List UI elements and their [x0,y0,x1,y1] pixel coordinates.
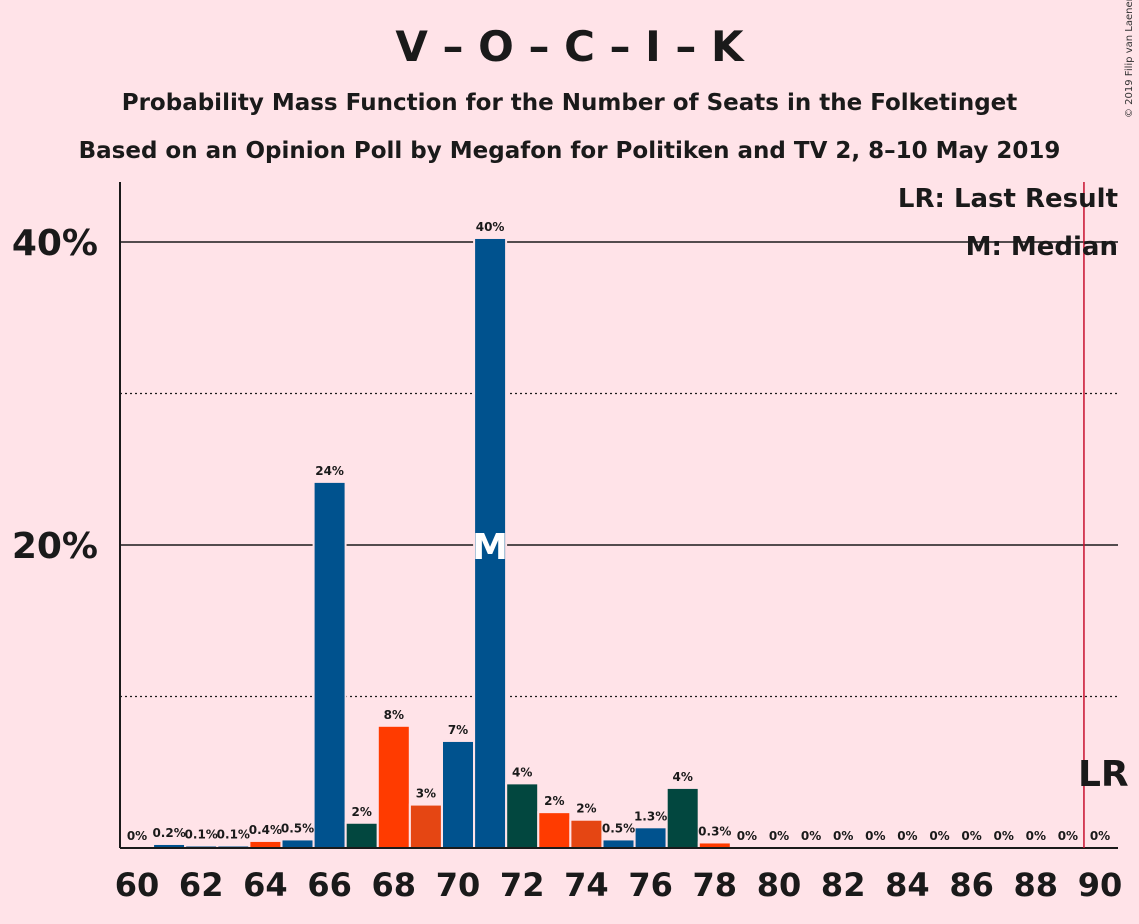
bar-69 [410,805,441,848]
chart-subtitle-line-1: Probability Mass Function for the Number… [121,90,1018,116]
data-label-83: 0% [865,829,885,843]
data-label-77: 4% [673,770,693,784]
bar-76 [635,828,666,848]
data-label-74: 2% [576,802,596,816]
data-label-61: 0.2% [152,826,185,840]
y-tick-label-20: 20% [12,526,98,567]
bars [152,236,732,849]
x-tick-label-84: 84 [885,866,930,904]
y-tick-label-40: 40% [12,223,98,264]
data-label-68: 8% [384,708,404,722]
data-label-82: 0% [833,829,853,843]
x-tick-label-64: 64 [243,866,288,904]
markers: M LR [472,182,1129,848]
data-label-87: 0% [994,829,1014,843]
x-tick-label-88: 88 [1014,866,1059,904]
data-label-69: 3% [416,787,436,801]
data-label-73: 2% [544,794,564,808]
chart-title: V – O – C – I – K [395,22,744,71]
x-tick-label-72: 72 [500,866,545,904]
median-marker: M [472,527,508,568]
bar-77 [667,788,698,848]
data-label-72: 4% [512,765,532,779]
bar-68 [378,726,409,848]
data-label-70: 7% [448,723,468,737]
legend-median: M: Median [965,232,1118,262]
data-label-71: 40% [476,220,505,234]
data-label-80: 0% [769,829,789,843]
x-tick-label-60: 60 [115,866,160,904]
legend-last-result: LR: Last Result [897,184,1118,214]
data-label-84: 0% [897,829,917,843]
data-label-85: 0% [929,829,949,843]
data-label-65: 0.5% [281,821,314,835]
bar-71 [475,238,506,849]
x-tick-label-82: 82 [821,866,866,904]
data-label-76: 1.3% [634,809,667,823]
data-label-67: 2% [352,805,372,819]
bar-78 [699,843,730,848]
bar-70 [443,741,473,848]
x-tick-label-86: 86 [949,866,994,904]
bar-72 [507,784,538,848]
data-label-81: 0% [801,829,821,843]
data-label-89: 0% [1058,829,1078,843]
bar-67 [346,823,377,848]
bar-74 [571,820,602,848]
data-label-88: 0% [1026,829,1046,843]
bar-65 [282,840,313,848]
x-tick-label-68: 68 [372,866,417,904]
bar-66 [314,482,345,848]
x-tick-label-78: 78 [693,866,738,904]
data-label-90: 0% [1090,829,1110,843]
x-tick-label-80: 80 [757,866,802,904]
bar-halo-63 [216,844,251,848]
gridlines [120,241,1118,698]
data-label-66: 24% [315,464,344,478]
data-label-79: 0% [737,829,757,843]
x-tick-label-66: 66 [307,866,352,904]
data-label-62: 0.1% [185,827,218,841]
bar-64 [250,841,281,848]
bar-halo-62 [184,844,219,848]
x-tick-label-90: 90 [1078,866,1123,904]
bar-75 [603,840,634,848]
data-label-75: 0.5% [602,821,635,835]
x-tick-label-62: 62 [179,866,224,904]
bar-73 [539,813,570,848]
data-label-64: 0.4% [249,823,282,837]
data-label-86: 0% [961,829,981,843]
x-tick-label-70: 70 [436,866,481,904]
axes: 20% 40% 60 62 64 66 68 70 72 74 76 78 80 82 84 86 88 90 [12,182,1122,904]
x-tick-label-74: 74 [564,866,609,904]
data-label-60: 0% [127,829,147,843]
chart-subtitle-line-2: Based on an Opinion Poll by Megafon for … [78,138,1061,164]
data-label-63: 0.1% [217,827,250,841]
bar-61 [154,844,185,848]
data-label-78: 0.3% [698,824,731,838]
data-labels: 0% 0.2%0.1%0.1%0.4%0.5%24%2%8%3%7%40%4%2%… [127,220,1110,843]
x-tick-label-76: 76 [628,866,673,904]
last-result-marker: LR [1078,754,1129,795]
